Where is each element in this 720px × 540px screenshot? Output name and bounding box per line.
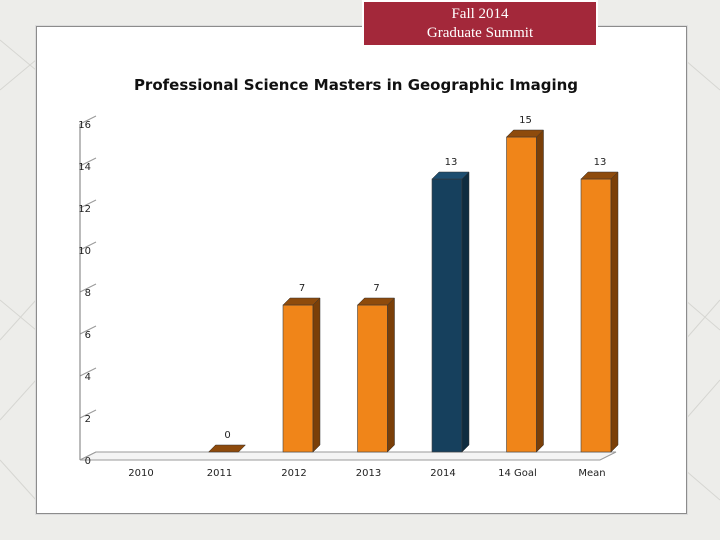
y-gridline [79, 115, 97, 125]
y-gridline [79, 325, 97, 335]
bar-mean [580, 171, 619, 453]
y-tick-label: 0 [85, 456, 91, 467]
y-tick-label: 12 [78, 204, 91, 215]
y-tick-label: 6 [85, 330, 91, 341]
data-label: 0 [224, 430, 230, 441]
y-tick-label: 2 [85, 414, 91, 425]
x-tick-label: 2010 [128, 468, 153, 479]
data-label: 15 [519, 115, 532, 126]
data-label: 13 [445, 157, 458, 168]
bar-14-goal [505, 129, 545, 453]
bar-front [506, 136, 537, 453]
bar-side [536, 129, 544, 453]
data-label: 13 [594, 157, 607, 168]
y-tick-label: 16 [78, 120, 91, 131]
y-tick-label: 4 [85, 372, 91, 383]
data-label: 7 [373, 283, 379, 294]
data-label: 7 [299, 283, 305, 294]
banner-line-1: Fall 2014 [451, 6, 509, 22]
bar-side [312, 297, 321, 453]
y-gridline [79, 157, 97, 167]
bar-front [282, 304, 314, 453]
bar-top [580, 171, 619, 180]
bar-top [431, 171, 470, 180]
bar-top [505, 129, 545, 138]
bar-2011 [207, 444, 247, 453]
bar-front [580, 178, 612, 453]
x-tick-label: 2011 [207, 468, 232, 479]
chart-floor [79, 451, 617, 461]
y-gridline [79, 409, 97, 419]
y-tick-label: 8 [85, 288, 91, 299]
bar-2013 [356, 297, 396, 453]
y-gridline [79, 241, 97, 251]
chart-title: Professional Science Masters in Geograph… [133, 76, 579, 94]
banner-line-2: Graduate Summit [426, 25, 534, 41]
y-tick-label: 14 [78, 162, 91, 173]
bar-side [610, 171, 619, 453]
x-tick-label: 2013 [356, 468, 381, 479]
x-tick-label: Mean [578, 468, 605, 479]
bar-front [431, 178, 463, 453]
y-gridline [79, 283, 97, 293]
bar-side [461, 171, 470, 453]
bar-front [357, 304, 388, 453]
bar-top [207, 444, 247, 453]
y-tick-label: 10 [78, 246, 91, 257]
bar-2014 [431, 171, 470, 453]
banner: Fall 2014 Graduate Summit [362, 0, 598, 47]
y-gridline [79, 367, 97, 377]
bar-top [282, 297, 321, 306]
bar-side [387, 297, 395, 453]
bar-top [356, 297, 396, 306]
x-tick-label: 2012 [281, 468, 306, 479]
x-tick-label: 2014 [430, 468, 455, 479]
x-tick-label: 14 Goal [498, 468, 537, 479]
y-gridline [79, 199, 97, 209]
bar-2012 [282, 297, 321, 453]
